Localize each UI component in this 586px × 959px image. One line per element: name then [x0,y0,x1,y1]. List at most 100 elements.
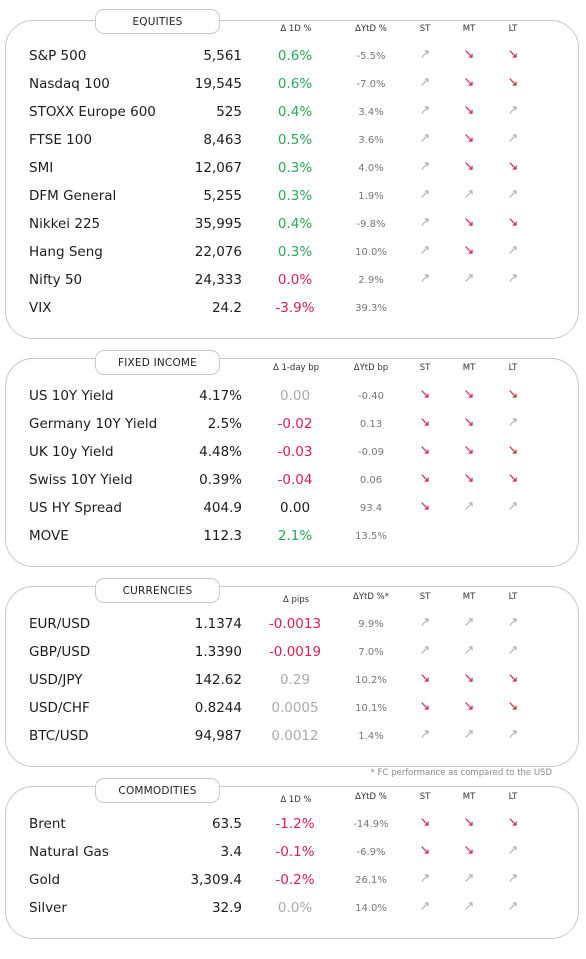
ytd-change: 4.0% [358,163,384,174]
arrow-down-right-icon: ↘ [463,47,475,62]
ytd-change: 9.9% [358,619,384,630]
ytd-change: 93.4 [359,503,383,514]
arrow-up-right-icon: ↗ [419,871,431,886]
instrument-name: Brent [29,816,66,832]
daily-change: 0.4% [277,104,313,120]
instrument-name: Nikkei 225 [29,216,101,232]
arrow-up-right-icon: ↗ [419,47,431,62]
arrow-down-right-icon: ↘ [419,815,431,830]
table-row: Gold 3,309.4 -0.2% 26.1% ↗ ↗ ↗ [0,867,586,895]
last-value: 5,561 [203,48,242,64]
table-row: Brent 63.5 -1.2% -14.9% ↘ ↘ ↘ [0,811,586,839]
arrow-down-right-icon: ↘ [463,159,475,174]
arrow-down-right-icon: ↘ [419,671,431,686]
arrow-down-right-icon: ↘ [507,215,519,230]
arrow-up-right-icon: ↗ [463,727,475,742]
table-row: MOVE 112.3 2.1% 13.5% [0,523,586,551]
ytd-change: 14.0% [355,903,387,914]
ytd-change: 13.5% [355,531,387,542]
ytd-change: 0.13 [359,419,383,430]
header-lt: LT [508,792,518,802]
daily-change: 0.5% [277,132,313,148]
header-ytd: ΔYtD % [355,792,387,802]
arrow-down-right-icon: ↘ [463,471,475,486]
header-lt: LT [508,24,518,34]
arrow-down-right-icon: ↘ [507,159,519,174]
last-value: 0.8244 [194,700,242,716]
instrument-name: Germany 10Y Yield [29,416,158,432]
arrow-down-right-icon: ↘ [463,75,475,90]
arrow-up-right-icon: ↗ [419,899,431,914]
arrow-down-right-icon: ↘ [507,471,519,486]
arrow-down-right-icon: ↘ [507,443,519,458]
arrow-up-right-icon: ↗ [463,187,475,202]
last-value: 4.48% [199,444,242,460]
header-lt: LT [508,363,518,373]
header-ytd: ΔYtD % [355,24,387,34]
header-st: ST [419,24,431,34]
last-value: 4.17% [199,388,242,404]
header-delta: Δ 1D % [280,24,312,34]
arrow-down-right-icon: ↘ [507,815,519,830]
daily-change: 0.3% [277,188,313,204]
header-mt: MT [462,792,476,802]
ytd-change: -14.9% [353,819,389,830]
daily-change: -0.03 [277,444,313,460]
arrow-up-right-icon: ↗ [463,271,475,286]
table-row: EUR/USD 1.1374 -0.0013 9.9% ↗ ↗ ↗ [0,611,586,639]
arrow-up-right-icon: ↗ [507,243,519,258]
last-value: 24,333 [194,272,242,288]
ytd-change: -0.09 [358,447,384,458]
instrument-name: SMI [29,160,54,176]
header-st: ST [419,592,431,602]
instrument-name: DFM General [29,188,117,204]
currencies-title: CURRENCIES [95,578,220,603]
ytd-change: 10.0% [355,247,387,258]
arrow-down-right-icon: ↘ [463,671,475,686]
last-value: 24.2 [211,300,242,316]
instrument-name: USD/JPY [29,672,83,688]
ytd-change: 2.9% [358,275,384,286]
last-value: 12,067 [194,160,242,176]
ytd-change: 39.3% [355,303,387,314]
arrow-up-right-icon: ↗ [419,615,431,630]
table-row: DFM General 5,255 0.3% 1.9% ↗ ↗ ↗ [0,183,586,211]
arrow-down-right-icon: ↘ [419,699,431,714]
commodities-panel [5,786,579,939]
last-value: 63.5 [211,816,242,832]
daily-change: 0.3% [277,244,313,260]
instrument-name: Nifty 50 [29,272,83,288]
arrow-down-right-icon: ↘ [463,243,475,258]
table-row: Nifty 50 24,333 0.0% 2.9% ↗ ↗ ↗ [0,267,586,295]
header-mt: MT [462,24,476,34]
last-value: 0.39% [199,472,242,488]
table-row: Silver 32.9 0.0% 14.0% ↗ ↗ ↗ [0,895,586,923]
instrument-name: US 10Y Yield [29,388,114,404]
arrow-up-right-icon: ↗ [419,75,431,90]
ytd-change: 1.9% [358,191,384,202]
arrow-up-right-icon: ↗ [507,643,519,658]
instrument-name: Swiss 10Y Yield [29,472,133,488]
ytd-change: 10.1% [355,703,387,714]
arrow-up-right-icon: ↗ [463,615,475,630]
instrument-name: EUR/USD [29,616,91,632]
daily-change: 0.00 [279,500,311,516]
instrument-name: Hang Seng [29,244,103,260]
instrument-name: VIX [29,300,52,316]
table-row: STOXX Europe 600 525 0.4% 3.4% ↗ ↘ ↗ [0,99,586,127]
arrow-up-right-icon: ↗ [419,103,431,118]
table-row: SMI 12,067 0.3% 4.0% ↗ ↘ ↘ [0,155,586,183]
arrow-up-right-icon: ↗ [419,727,431,742]
daily-change: -0.0019 [268,644,322,660]
arrow-up-right-icon: ↗ [419,243,431,258]
commodities-title: COMMODITIES [95,778,220,803]
arrow-up-right-icon: ↗ [463,899,475,914]
table-row: S&P 500 5,561 0.6% -5.5% ↗ ↘ ↘ [0,43,586,71]
arrow-down-right-icon: ↘ [419,415,431,430]
arrow-up-right-icon: ↗ [507,899,519,914]
last-value: 8,463 [203,132,242,148]
last-value: 112.3 [203,528,242,544]
daily-change: -0.04 [277,472,313,488]
header-delta: Δ pips [282,595,310,605]
daily-change: -0.02 [277,416,313,432]
